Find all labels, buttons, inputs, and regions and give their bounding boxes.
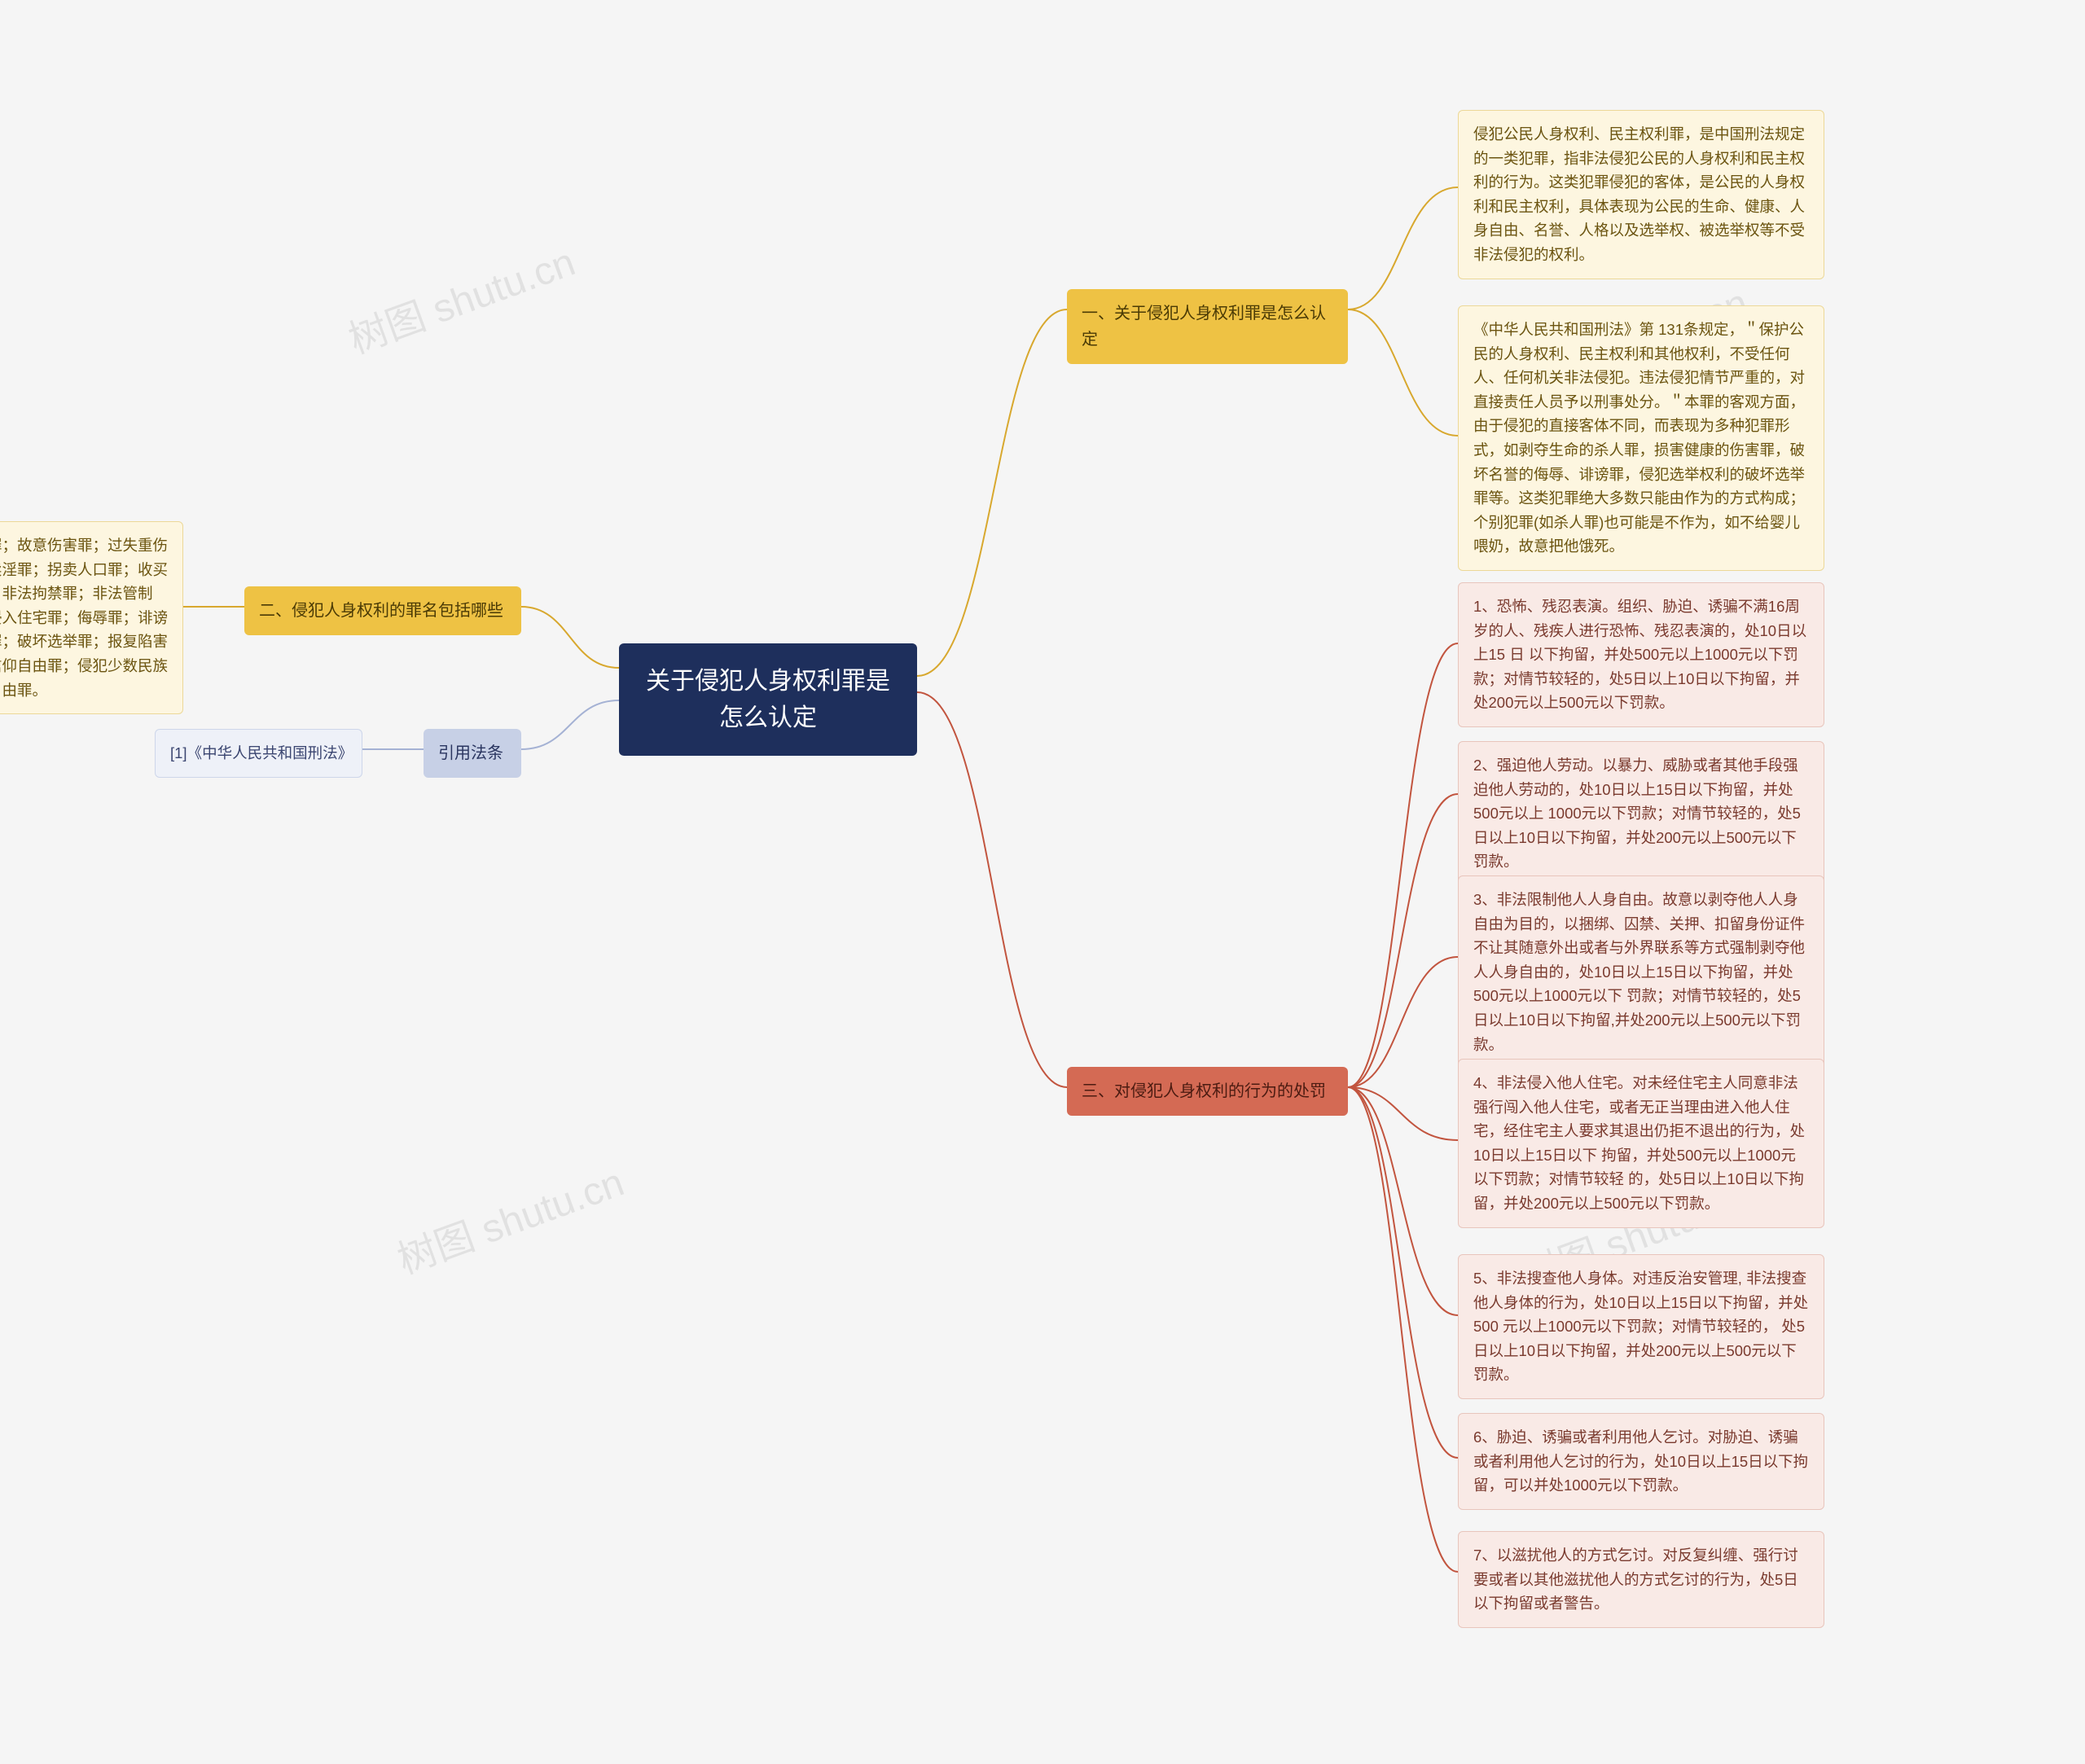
- leaf-s3-3: 4、非法侵入他人住宅。对未经住宅主人同意非法强行闯入他人住宅，或者无正当理由进入…: [1458, 1059, 1824, 1228]
- leaf-s1-0: 侵犯公民人身权利、民主权利罪，是中国刑法规定的一类犯罪，指非法侵犯公民的人身权利…: [1458, 110, 1824, 279]
- leaf-s3-0: 1、恐怖、残忍表演。组织、胁迫、诱骗不满16周岁的人、残疾人进行恐怖、残忍表演的…: [1458, 582, 1824, 727]
- watermark: 树图 shutu.cn: [388, 1150, 630, 1284]
- branch-section-3[interactable]: 三、对侵犯人身权利的行为的处罚: [1067, 1067, 1348, 1116]
- branch-section-2[interactable]: 二、侵犯人身权利的罪名包括哪些: [244, 586, 521, 635]
- branch-section-1[interactable]: 一、关于侵犯人身权利罪是怎么认定: [1067, 289, 1348, 364]
- leaf-s1-1: 《中华人民共和国刑法》第 131条规定，＂保护公民的人身权利、民主权利和其他权利…: [1458, 305, 1824, 571]
- leaf-s2-0: 故意杀人罪；过失杀人罪；故意伤害罪；过失重伤罪；强奸罪；强迫妇女卖淫罪；拐卖人口…: [0, 521, 183, 714]
- leaf-s3-5: 6、胁迫、诱骗或者利用他人乞讨。对胁迫、诱骗或者利用他人乞讨的行为，处10日以上…: [1458, 1413, 1824, 1510]
- leaf-s4-0: [1]《中华人民共和国刑法》: [155, 729, 362, 778]
- leaf-s3-2: 3、非法限制他人人身自由。故意以剥夺他人人身自由为目的，以捆绑、囚禁、关押、扣留…: [1458, 875, 1824, 1068]
- leaf-s3-1: 2、强迫他人劳动。以暴力、威胁或者其他手段强迫他人劳动的，处10日以上15日以下…: [1458, 741, 1824, 886]
- watermark: 树图 shutu.cn: [340, 230, 582, 364]
- leaf-s3-6: 7、以滋扰他人的方式乞讨。对反复纠缠、强行讨要或者以其他滋扰他人的方式乞讨的行为…: [1458, 1531, 1824, 1628]
- leaf-s3-4: 5、非法搜查他人身体。对违反治安管理, 非法搜查他人身体的行为，处10日以上15…: [1458, 1254, 1824, 1399]
- branch-section-4[interactable]: 引用法条: [424, 729, 521, 778]
- root-node[interactable]: 关于侵犯人身权利罪是怎么认定: [619, 643, 917, 756]
